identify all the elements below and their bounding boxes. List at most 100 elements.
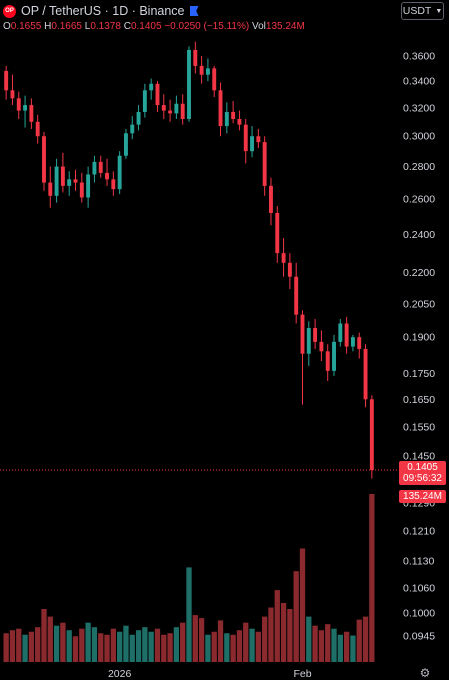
volume-bar (60, 622, 66, 662)
volume-bar (154, 628, 161, 662)
ohlc-legend: O0.1655 H0.1665 L0.1378 C0.1405 −0.0250 … (3, 21, 305, 32)
candle-body (224, 111, 229, 127)
volume-bar (85, 622, 91, 662)
volume-bar (161, 634, 167, 662)
volume-bar (205, 634, 211, 662)
candle-countdown: 09:56:32 (403, 473, 442, 484)
volume-bar (224, 633, 230, 662)
volume-bar (3, 633, 9, 662)
candle-body (243, 124, 248, 152)
last-price-value: 0.1405 (407, 462, 438, 473)
candle-body (306, 328, 311, 354)
volume-bar (217, 620, 224, 662)
volume-bar (287, 609, 293, 662)
volume-bar (22, 634, 28, 662)
candle-body (73, 179, 78, 183)
volume-bar (135, 630, 142, 662)
candle-body (187, 49, 191, 119)
candle-body (79, 182, 84, 198)
candle-body (92, 161, 97, 175)
candle-body (256, 136, 261, 143)
volume-bar (110, 628, 116, 662)
symbol-row[interactable]: OP OP / TetherUS · 1D · Binance (3, 4, 199, 18)
volume-bar (249, 628, 255, 662)
price-axis[interactable]: 0.3600 0.3400 0.3200 0.3000 0.2800 0.2600 0.24… (403, 51, 435, 643)
candle-body (313, 328, 318, 342)
symbol-title[interactable]: OP / TetherUS · 1D · Binance (21, 4, 185, 18)
volume-bar (28, 631, 35, 662)
volume-bar (91, 627, 98, 662)
price-axis-label: 0.3600 (403, 51, 435, 63)
quote-currency-dropdown[interactable]: USDT ▼ (401, 2, 444, 20)
candle-body (218, 90, 223, 127)
volume-bar (47, 616, 53, 662)
candle-body (111, 179, 116, 190)
price-axis-label: 0.3200 (403, 102, 435, 114)
high-label: H (44, 21, 52, 32)
time-axis-label: Feb (293, 668, 311, 680)
volume-value: 135.24M (265, 21, 305, 32)
time-axis-label: 2026 (108, 668, 132, 680)
price-axis-label: 0.3400 (403, 76, 435, 88)
candle-body (300, 314, 305, 354)
volume-bar (230, 634, 236, 662)
price-axis-label: 0.2400 (403, 229, 435, 241)
volume-bar (66, 630, 72, 662)
candle-body (35, 121, 40, 137)
volume-label: Vol (251, 21, 266, 32)
time-axis[interactable]: 2026 Feb (108, 668, 312, 680)
volume-bar (236, 630, 243, 662)
candle-body (174, 103, 179, 114)
volume-bar (180, 622, 186, 662)
last-price-tag: 0.1405 09:56:32 (399, 461, 446, 485)
volume-bar (318, 630, 325, 662)
candle-body (98, 161, 103, 173)
candle-body (117, 155, 122, 190)
candle-body (168, 110, 173, 114)
candle-body (350, 337, 355, 347)
close-value: 0.1405 (130, 21, 162, 32)
candle-body (10, 90, 15, 99)
volume-bar (35, 627, 41, 662)
high-value: 0.1665 (51, 21, 82, 32)
volume-bar (186, 567, 192, 662)
candle-body (130, 124, 135, 134)
candle-body (332, 341, 336, 371)
volume-bar (129, 634, 135, 662)
flag-icon[interactable] (189, 6, 199, 16)
candle-body (23, 105, 28, 111)
candle-body (250, 136, 255, 152)
price-axis-label: 0.1000 (403, 608, 435, 620)
volume-bars (3, 494, 375, 662)
candle-body (29, 105, 34, 122)
candle-body (199, 65, 204, 75)
candle-body (212, 68, 217, 91)
volume-bar (123, 625, 129, 662)
price-candles (4, 41, 374, 479)
candle-body (193, 49, 198, 66)
volume-bar (104, 634, 110, 662)
settings-icon[interactable]: ⚙ (419, 666, 431, 680)
candle-body (205, 68, 210, 75)
candle-body (4, 70, 9, 91)
candle-body (281, 253, 286, 263)
volume-bar (116, 631, 123, 662)
volume-bar (79, 628, 85, 662)
volume-bar (243, 622, 249, 662)
price-axis-label: 0.1550 (403, 421, 435, 433)
price-axis-label: 0.0945 (403, 631, 435, 643)
candle-body (237, 118, 242, 125)
volume-bar (198, 618, 205, 662)
volume-bar (312, 625, 318, 662)
candle-body (136, 111, 141, 125)
close-label: C (123, 21, 131, 32)
candle-body (161, 105, 166, 111)
candle-body (105, 172, 109, 180)
volume-bar (331, 628, 337, 662)
volume-bar (16, 628, 22, 662)
volume-bar (142, 627, 148, 662)
volume-bar (325, 624, 331, 662)
candle-body (180, 103, 185, 119)
price-axis-label: 0.1130 (403, 556, 434, 568)
